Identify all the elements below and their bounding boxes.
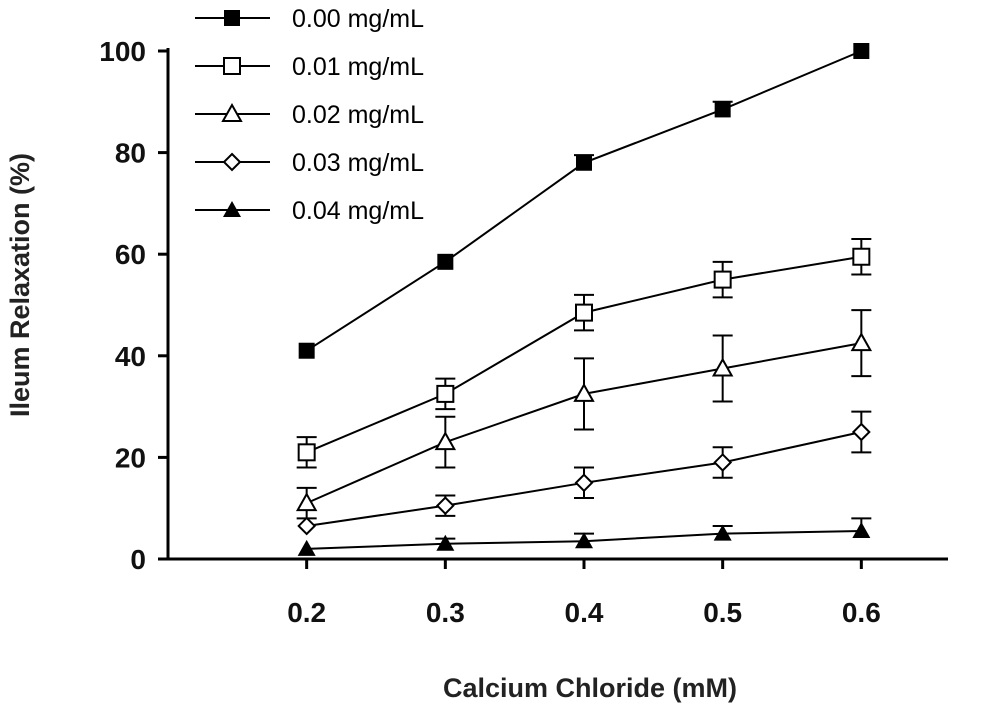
data-point [297, 443, 316, 462]
data-point [298, 342, 315, 359]
data-point [297, 516, 317, 536]
y-tick-label: 60 [115, 239, 146, 270]
legend-label: 0.02 mg/mL [292, 101, 424, 129]
data-point [711, 357, 734, 377]
legend-entry-0: 0.00 mg/mL [195, 5, 424, 33]
data-point [576, 154, 592, 171]
legend-label: 0.03 mg/mL [292, 149, 424, 177]
series-1 [296, 237, 872, 469]
legend-marker [222, 152, 242, 172]
data-point [437, 253, 454, 270]
data-point [436, 534, 455, 551]
legend-entry-1: 0.01 mg/mL [195, 53, 424, 81]
data-point [574, 473, 594, 493]
y-tick-label: 40 [115, 341, 146, 372]
legend-marker [221, 102, 243, 122]
legend: 0.00 mg/mL 0.01 mg/mL 0.02 mg/mL 0.03 mg/mL… [195, 5, 424, 225]
legend-label: 0.01 mg/mL [292, 53, 424, 81]
data-point [713, 453, 733, 472]
y-tick-label: 0 [130, 544, 146, 575]
data-point [435, 496, 455, 516]
data-point [852, 247, 871, 266]
data-point [295, 492, 318, 512]
legend-marker [223, 57, 241, 75]
x-tick-label: 0.6 [842, 597, 881, 628]
axes: 0 20 40 60 80 100 0.2 0.3 0.4 0.5 0.6 [99, 36, 948, 628]
legend-entry-2: 0.02 mg/mL [195, 101, 424, 129]
data-point [714, 101, 731, 118]
data-point [852, 522, 871, 539]
data-point [575, 303, 593, 322]
y-tick-label: 20 [115, 442, 146, 473]
data-point [434, 431, 457, 451]
y-axis-title: Ileum Relaxation (%) [5, 153, 35, 417]
legend-marker [224, 10, 240, 26]
data-point [853, 43, 870, 59]
legend-label: 0.00 mg/mL [292, 5, 424, 33]
data-point [713, 524, 732, 541]
y-tick-label: 100 [99, 36, 146, 67]
data-point [575, 532, 593, 549]
x-axis-title: Calcium Chloride (mM) [443, 673, 737, 703]
data-point [436, 384, 455, 403]
data-point [297, 539, 316, 556]
legend-marker [223, 201, 241, 217]
series-4 [297, 517, 872, 556]
x-tick-label: 0.4 [565, 597, 604, 628]
x-tick-label: 0.2 [287, 597, 326, 628]
legend-label: 0.04 mg/mL [292, 197, 424, 225]
x-tick-label: 0.3 [426, 597, 465, 628]
data-point [850, 332, 873, 352]
series-3 [297, 410, 872, 536]
x-tick-label: 0.5 [703, 597, 742, 628]
legend-entry-3: 0.03 mg/mL [195, 149, 424, 177]
legend-entry-4: 0.04 mg/mL [195, 197, 424, 225]
data-point [713, 270, 732, 289]
y-tick-label: 80 [115, 138, 146, 169]
series-2 [295, 309, 873, 520]
data-point [573, 382, 595, 402]
plot-area [295, 43, 873, 556]
series-0 [298, 43, 870, 359]
data-point [851, 422, 871, 442]
